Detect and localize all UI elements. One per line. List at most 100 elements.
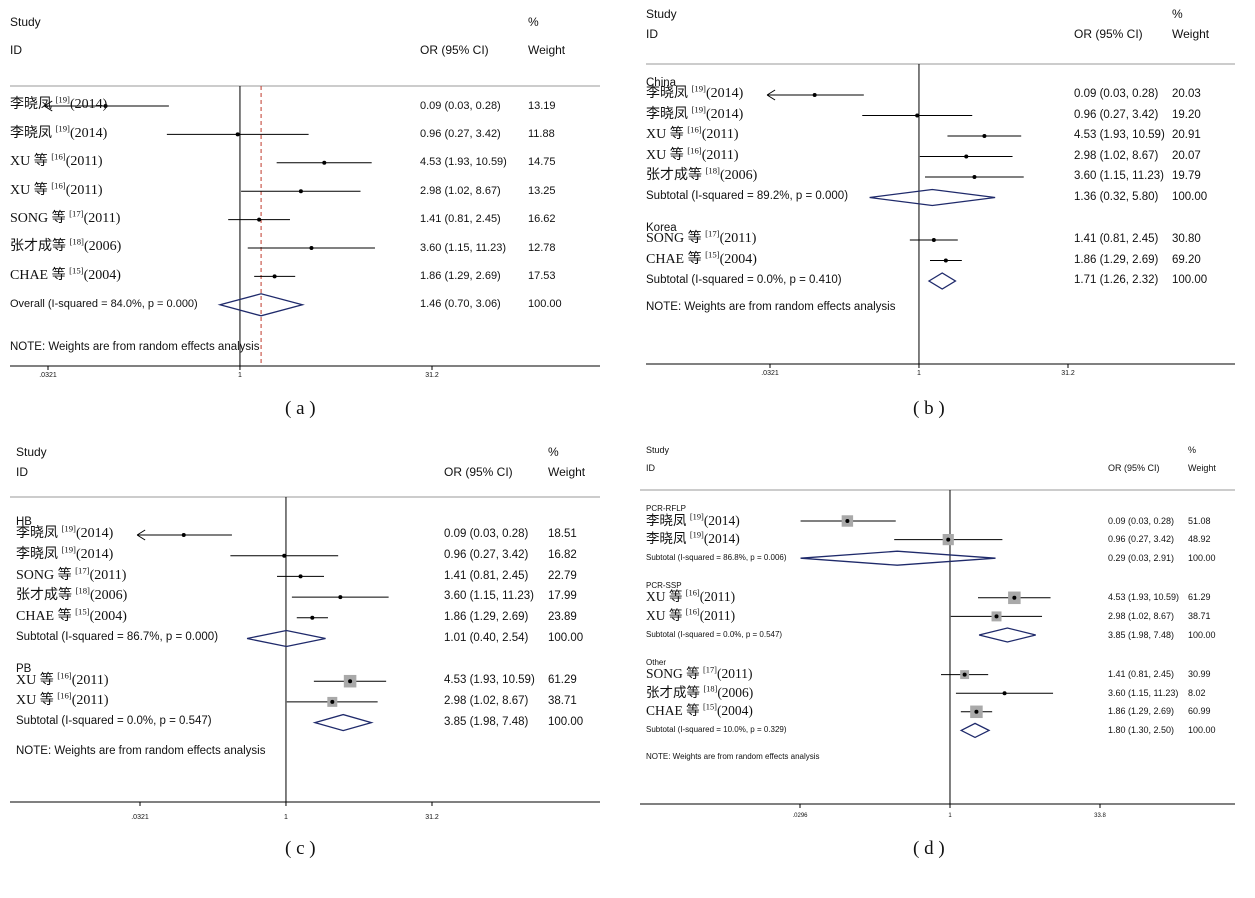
summary-diamond	[246, 629, 326, 648]
group-label: PCR-RFLP	[646, 504, 687, 514]
study-label: SONG 等 [17](2011)	[16, 565, 127, 583]
point-estimate	[309, 246, 314, 250]
point-estimate	[812, 93, 817, 97]
study-weight: 19.79	[1172, 170, 1201, 183]
study-weight: 16.82	[548, 548, 577, 561]
forest-svg-c	[10, 496, 600, 806]
study-ci: 4.53 (1.93, 10.59)	[420, 156, 507, 169]
ci-arrow	[766, 89, 776, 101]
header-pct: %	[548, 445, 559, 459]
study-ci: 4.53 (1.93, 10.59)	[1108, 592, 1180, 603]
summary-diamond	[217, 293, 305, 317]
summary-diamond	[978, 627, 1036, 643]
study-ci: 0.96 (0.27, 3.42)	[1108, 534, 1175, 545]
study-label: CHAE 等 [15](2004)	[16, 606, 127, 625]
point-estimate	[845, 519, 850, 523]
study-weight: 30.99	[1188, 669, 1211, 680]
subtotal-ci: 1.01 (0.40, 2.54)	[444, 631, 529, 644]
group-label: PB	[16, 662, 32, 675]
panel-caption: ( c )	[285, 838, 316, 859]
subtotal-label: Subtotal (I-squared = 0.0%, p = 0.547)	[646, 629, 783, 639]
study-weight: 23.89	[548, 611, 577, 624]
study-label: SONG 等 [17](2011)	[646, 665, 753, 682]
point-estimate	[994, 614, 999, 619]
study-label: 李晓凤 [19](2014)	[16, 523, 114, 542]
tick-label: .0296	[792, 813, 808, 819]
study-weight: 16.62	[528, 213, 556, 226]
summary-diamond	[800, 550, 996, 566]
study-ci: 3.60 (1.15, 11.23)	[444, 590, 534, 603]
study-label: XU 等 [16](2011)	[646, 588, 736, 605]
study-weight: 20.03	[1172, 88, 1201, 101]
study-weight: 38.71	[1188, 610, 1211, 621]
header-study: Study	[16, 445, 47, 459]
study-weight: 22.79	[548, 569, 577, 582]
study-label: 张才成等 [18](2006)	[10, 236, 122, 255]
study-ci: 3.60 (1.15, 11.23)	[420, 241, 507, 254]
study-label: XU 等 [16](2011)	[10, 179, 103, 198]
summary-diamond	[312, 713, 374, 732]
subtotal-weight: 100.00	[548, 715, 584, 728]
study-label: CHAE 等 [15](2004)	[646, 249, 757, 267]
study-ci: 0.96 (0.27, 3.42)	[1074, 108, 1159, 121]
point-estimate	[931, 238, 936, 242]
header-weight: Weight	[528, 43, 566, 57]
forest-plot-d: Study ID OR (95% CI)% Weight .0296 1 33.8 PCR-R…	[630, 438, 1255, 868]
header-estimate: OR (95% CI)	[1108, 463, 1160, 473]
study-weight: 20.91	[1172, 129, 1201, 142]
point-estimate	[181, 533, 186, 537]
tick-label: 31.2	[425, 814, 439, 821]
study-label: 李晓凤 [19](2014)	[10, 123, 108, 141]
point-estimate	[946, 537, 951, 542]
header-estimate: OR (95% CI)	[444, 465, 513, 479]
subtotal-ci: 3.85 (1.98, 7.48)	[1108, 629, 1175, 640]
subtotal-ci: 3.85 (1.98, 7.48)	[444, 715, 529, 728]
group-label: HB	[16, 516, 32, 529]
study-ci: 1.41 (0.81, 2.45)	[1108, 669, 1175, 680]
point-estimate	[235, 132, 240, 137]
study-label: SONG 等 [17](2011)	[646, 228, 757, 247]
point-estimate	[972, 175, 977, 179]
header-estimate: OR (95% CI)	[1074, 27, 1143, 41]
tick-label: 31.2	[425, 372, 439, 379]
subtotal-ci: 1.80 (1.30, 2.50)	[1108, 724, 1175, 735]
subtotal-ci: 0.29 (0.03, 2.91)	[1108, 552, 1175, 563]
study-label: XU 等 [16](2011)	[16, 669, 109, 688]
header-study: Study	[646, 445, 670, 455]
study-label: XU 等 [16](2011)	[646, 607, 736, 623]
header-study: Study	[646, 7, 677, 21]
study-ci: 0.09 (0.03, 0.28)	[420, 99, 501, 112]
tick-label: 1	[917, 370, 921, 377]
note: NOTE: Weights are from random effects an…	[16, 744, 266, 757]
study-ci: 1.86 (1.29, 2.69)	[1108, 706, 1175, 717]
subtotal-ci: 1.46 (0.70, 3.06)	[420, 298, 501, 311]
header-weight: Weight	[548, 465, 586, 479]
study-label: 张才成等 [18](2006)	[646, 165, 758, 184]
note: NOTE: Weights are from random effects an…	[10, 341, 260, 353]
tick-label: 1	[238, 372, 242, 379]
study-ci: 2.98 (1.02, 8.67)	[1108, 610, 1175, 621]
summary-diamond	[869, 188, 996, 207]
study-weight: 60.99	[1188, 706, 1211, 717]
study-label: XU 等 [16](2011)	[16, 690, 109, 709]
study-label: 李晓凤 [19](2014)	[646, 104, 744, 122]
study-label: 李晓凤 [19](2014)	[646, 530, 740, 547]
subtotal-weight: 100.00	[1188, 629, 1216, 640]
study-ci: 1.86 (1.29, 2.69)	[444, 611, 529, 624]
header-id: ID	[646, 463, 655, 473]
subtotal-label: Subtotal (I-squared = 0.0%, p = 0.410)	[646, 273, 842, 286]
study-ci: 1.86 (1.29, 2.69)	[420, 269, 501, 282]
study-ci: 0.09 (0.03, 0.28)	[1108, 515, 1175, 526]
header-pct: %	[1188, 445, 1197, 455]
study-label: 张才成等 [18](2006)	[646, 684, 754, 700]
subtotal-label: Subtotal (I-squared = 10.0%, p = 0.329)	[646, 725, 787, 734]
forest-svg-d	[640, 489, 1235, 808]
subtotal-label: Overall (I-squared = 84.0%, p = 0.000)	[10, 297, 198, 310]
study-ci: 2.98 (1.02, 8.67)	[1074, 149, 1159, 162]
point-estimate	[282, 553, 287, 558]
study-ci: 1.86 (1.29, 2.69)	[1074, 253, 1159, 266]
subtotal-ci: 1.71 (1.26, 2.32)	[1074, 274, 1159, 287]
study-ci: 1.41 (0.81, 2.45)	[1074, 233, 1159, 246]
header-weight: Weight	[1188, 463, 1216, 473]
study-weight: 30.80	[1172, 233, 1201, 246]
